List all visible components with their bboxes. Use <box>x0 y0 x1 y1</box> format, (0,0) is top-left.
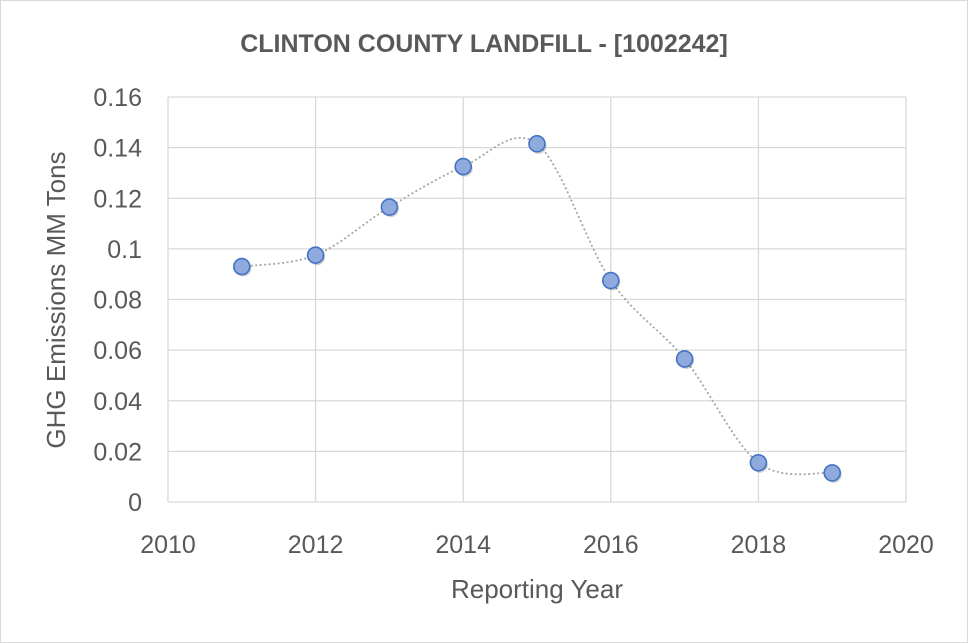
data-point-2014 <box>454 157 473 176</box>
series-line <box>241 136 833 476</box>
data-point-2017 <box>675 350 694 368</box>
data-point-2019 <box>823 464 842 482</box>
chart-title: CLINTON COUNTY LANDFILL - [1002242] <box>240 30 728 58</box>
x-axis-title: Reporting Year <box>451 574 623 604</box>
y-axis-ticks: 0 0.02 0.04 0.06 0.08 0.1 0.12 0.14 0.16 <box>93 84 142 517</box>
x-tick-label: 2016 <box>583 531 639 559</box>
series-points <box>233 135 842 483</box>
data-point-2013 <box>380 198 399 216</box>
gridlines <box>167 96 907 503</box>
y-tick-label: 0.12 <box>93 185 142 213</box>
x-axis-ticks: 2010 2012 2014 2016 2018 2020 <box>140 531 934 559</box>
x-tick-label: 2018 <box>731 531 787 559</box>
data-point-2012 <box>306 246 325 265</box>
y-axis-title: GHG Emissions MM Tons <box>41 151 71 448</box>
data-point-2011 <box>233 257 251 276</box>
y-tick-label: 0.16 <box>93 84 142 112</box>
data-point-2016 <box>601 271 620 290</box>
x-tick-label: 2020 <box>878 531 934 559</box>
y-tick-label: 0.14 <box>93 135 142 163</box>
x-tick-label: 2012 <box>288 531 344 559</box>
data-point-2018 <box>749 453 768 472</box>
data-point-2015 <box>528 135 546 153</box>
y-tick-label: 0.08 <box>93 287 142 315</box>
y-tick-label: 0.06 <box>93 337 142 365</box>
x-tick-label: 2014 <box>435 531 491 559</box>
y-tick-label: 0 <box>128 489 142 517</box>
x-tick-label: 2010 <box>140 531 196 559</box>
y-tick-label: 0.1 <box>107 236 142 264</box>
y-tick-label: 0.04 <box>93 388 142 416</box>
y-tick-label: 0.02 <box>93 438 142 466</box>
